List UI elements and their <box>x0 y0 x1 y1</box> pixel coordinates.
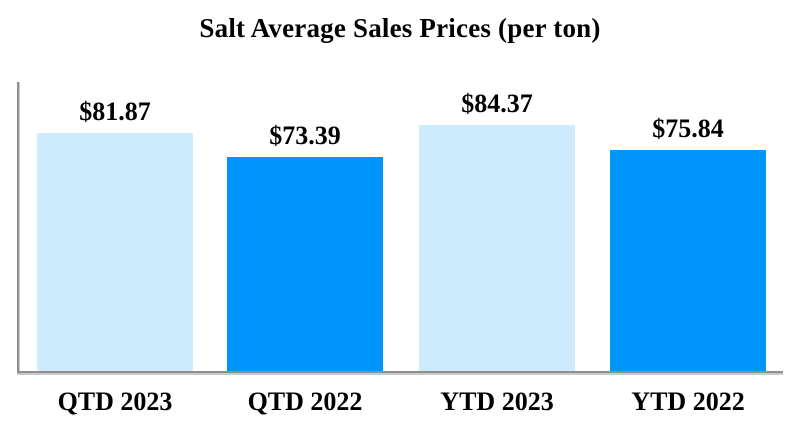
value-label-ytd-2023: $84.37 <box>461 89 533 118</box>
category-label-qtd-2023: QTD 2023 <box>57 387 173 416</box>
category-label-ytd-2023: YTD 2023 <box>440 387 554 416</box>
category-label-ytd-2022: YTD 2022 <box>631 387 745 416</box>
y-axis-line <box>17 82 20 373</box>
bar-ytd-2023 <box>419 125 575 371</box>
category-label-qtd-2022: QTD 2022 <box>247 387 363 416</box>
x-axis-line <box>17 371 783 375</box>
bar-qtd-2022 <box>227 157 383 371</box>
value-label-qtd-2022: $73.39 <box>269 121 341 150</box>
bar-ytd-2022 <box>610 150 766 371</box>
chart-title: Salt Average Sales Prices (per ton) <box>199 13 601 43</box>
bar-qtd-2023 <box>37 133 193 371</box>
value-label-qtd-2023: $81.87 <box>79 97 151 126</box>
value-label-ytd-2022: $75.84 <box>652 114 724 143</box>
